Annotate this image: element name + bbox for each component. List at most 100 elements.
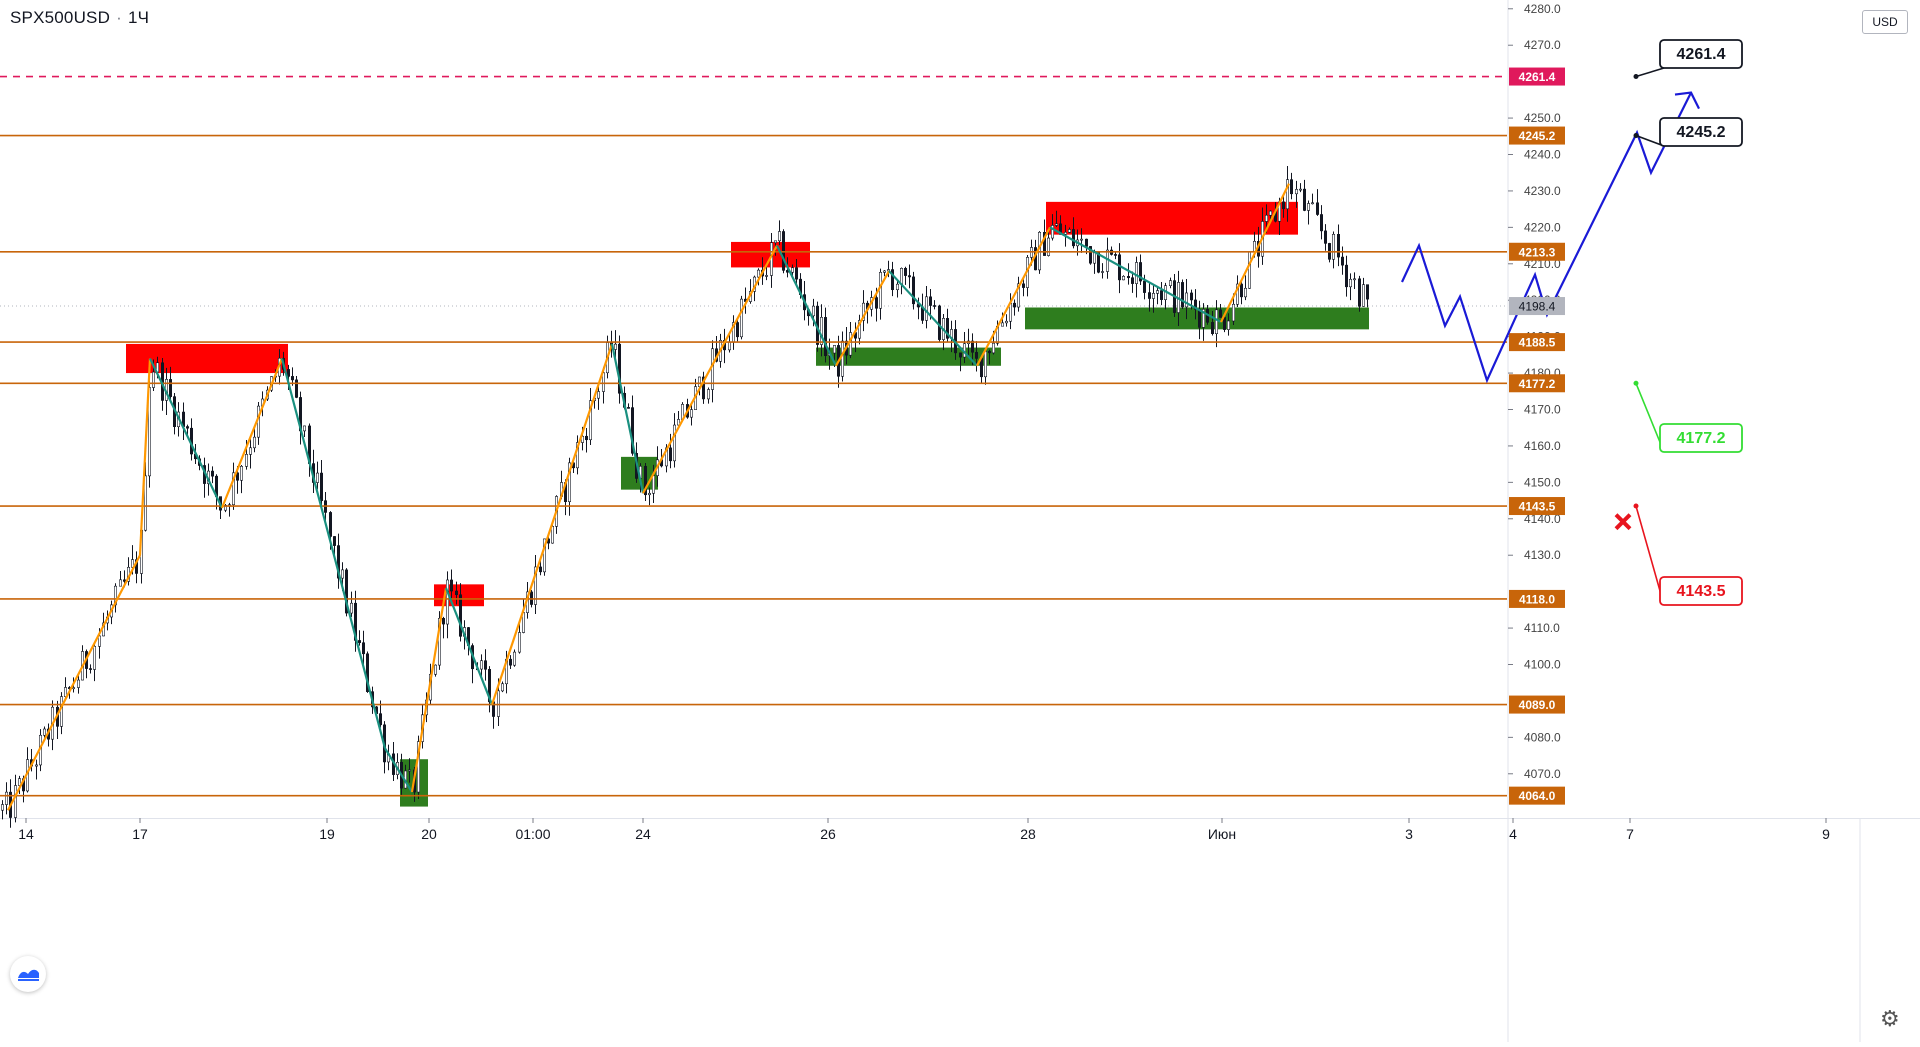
candle-body — [1185, 292, 1189, 308]
candle-body — [1286, 179, 1290, 210]
candle-body — [1080, 238, 1084, 241]
level-price-badge — [1509, 589, 1565, 608]
candle-body — [1248, 251, 1252, 289]
candle-body — [1299, 188, 1303, 191]
level-price-badge — [1509, 786, 1565, 805]
candle-body — [1068, 229, 1072, 233]
candle-body — [1366, 284, 1370, 300]
zigzag — [7, 183, 1290, 811]
candle-body — [1093, 252, 1097, 264]
price-tick-label: 4230.0 — [1524, 184, 1561, 198]
candle-body — [1194, 299, 1198, 310]
candle-body — [1085, 238, 1089, 247]
price-tick-label: 4280.0 — [1524, 2, 1561, 16]
candle-body — [643, 465, 647, 496]
candle-body — [42, 728, 46, 736]
candle-body — [1114, 254, 1118, 256]
candle-body — [1181, 282, 1185, 308]
candle-body — [131, 559, 135, 568]
time-tick-label: 24 — [635, 826, 651, 842]
candle-body — [1240, 283, 1244, 298]
time-tick-label: 28 — [1020, 826, 1036, 842]
candle-body — [479, 660, 483, 670]
candle-body — [357, 640, 361, 644]
candle-body — [1064, 231, 1068, 235]
candle-body — [445, 579, 449, 625]
candle-body — [584, 435, 588, 441]
level-price-label: 4261.4 — [1519, 70, 1556, 84]
zigzag-down-segment — [384, 747, 413, 793]
candle-body — [861, 302, 865, 321]
callout-anchor — [1633, 503, 1639, 509]
level-price-badge — [1509, 333, 1565, 352]
interval-label[interactable]: 1Ч — [127, 8, 150, 27]
candle-body — [672, 424, 676, 462]
candle-body — [1269, 210, 1273, 216]
candle-body — [878, 272, 882, 309]
zigzag-down-segment — [1049, 226, 1222, 324]
candle-body — [987, 350, 991, 354]
tradingview-logo-glyph — [18, 969, 39, 981]
candle-body — [575, 442, 579, 469]
candle-body — [240, 466, 244, 481]
time-tick-label: 19 — [319, 826, 335, 842]
candle-body — [1311, 202, 1315, 205]
callout-box — [1659, 117, 1743, 147]
candle-body — [1337, 234, 1341, 258]
candle-body — [668, 447, 672, 462]
candle-body — [1160, 290, 1164, 300]
price-tick-label: 4110.0 — [1524, 621, 1560, 635]
candle-body — [874, 297, 878, 309]
candle-body — [1089, 246, 1093, 264]
candle-body — [651, 475, 655, 494]
zigzag-up-segment — [642, 245, 778, 494]
candle-body — [349, 602, 353, 614]
candle-body — [1016, 283, 1020, 308]
zigzag-down-segment — [888, 270, 978, 367]
candle-body — [249, 447, 253, 455]
price-tick-label: 4240.0 — [1524, 148, 1561, 162]
time-tick-label: Июн — [1208, 826, 1236, 842]
current-price-badge — [1509, 297, 1565, 316]
candle-body — [1202, 309, 1206, 328]
candle-body — [517, 632, 521, 653]
candle-body — [890, 269, 894, 291]
candle-body — [550, 526, 554, 544]
price-tick-label: 4220.0 — [1524, 220, 1561, 234]
zigzag-down-segment — [280, 358, 387, 749]
candle-body — [98, 635, 102, 647]
candle-body — [34, 764, 38, 767]
candle-body — [689, 409, 693, 418]
candle-body — [1012, 302, 1016, 308]
candle-body — [1051, 225, 1055, 239]
price-tick-label: 4100.0 — [1524, 658, 1561, 672]
gear-icon[interactable]: ⚙ — [1880, 1006, 1900, 1031]
candle-body — [756, 269, 760, 278]
price-tick-label: 4150.0 — [1524, 475, 1561, 489]
tradingview-logo-icon[interactable] — [10, 956, 46, 992]
candle-body — [500, 683, 504, 692]
level-price-label: 4245.2 — [1519, 129, 1556, 143]
symbol-name: SPX500USD — [10, 8, 111, 27]
candle-body — [315, 472, 319, 483]
candle-body — [781, 231, 785, 271]
candle-body — [89, 668, 93, 670]
level-price-label: 4188.5 — [1519, 336, 1556, 350]
projection-arrowhead — [1674, 91, 1700, 110]
callout-anchor — [1633, 133, 1639, 139]
candle-body — [1139, 262, 1143, 282]
candle-body — [907, 275, 911, 278]
symbol-header[interactable]: SPX500USD · 1Ч — [10, 8, 149, 28]
zigzag-up-segment — [490, 343, 614, 705]
candle-body — [630, 407, 634, 454]
candle-body — [617, 343, 621, 394]
candle-body — [739, 298, 743, 338]
currency-badge[interactable]: USD — [1862, 10, 1908, 34]
candle-body — [991, 342, 995, 354]
candle-body — [1055, 223, 1059, 226]
candle-body — [1004, 320, 1008, 324]
candle-body — [152, 371, 156, 388]
zigzag-up-segment — [835, 270, 890, 367]
